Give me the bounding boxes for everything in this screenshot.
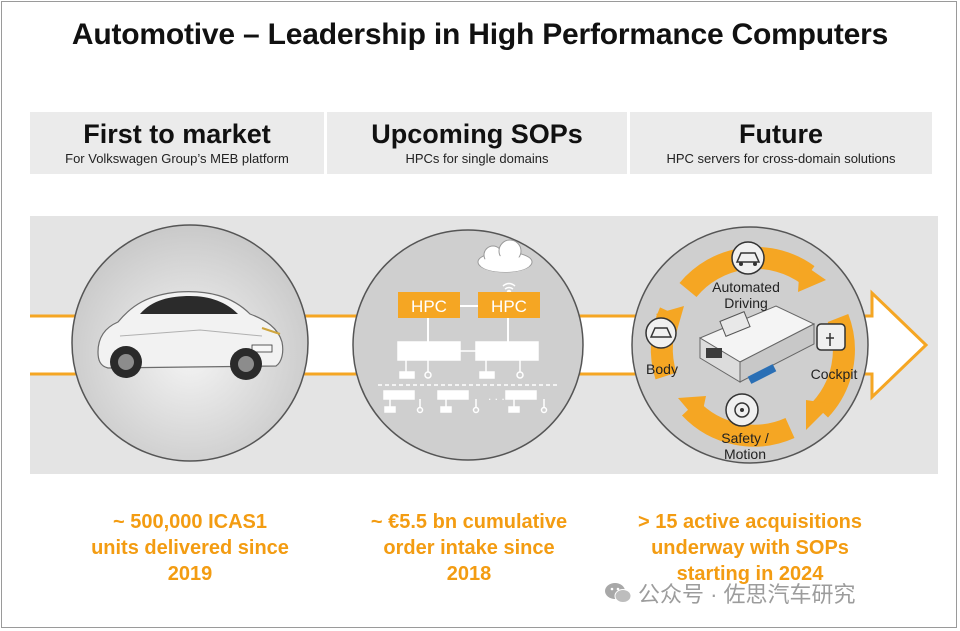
cockpit-icon [816, 323, 846, 351]
stat-line: starting in 2024 [676, 563, 824, 585]
safety-motion-label-line2: Motion [724, 446, 766, 462]
page-title: Automotive – Leadership in High Performa… [71, 18, 889, 51]
hpc-server-device [698, 305, 816, 384]
hpc-network-circle: HPC HPC [352, 229, 584, 461]
body-icon [645, 317, 677, 349]
safety-motion-icon [725, 393, 759, 427]
cloud-icon [477, 239, 533, 273]
column-heading: Future [739, 119, 823, 149]
watermark: 公众号 · 佐思汽车研究 [604, 578, 856, 608]
stat-line: units delivered since [91, 537, 289, 559]
svg-text:HPC: HPC [411, 297, 447, 316]
svg-text:. . .: . . . [488, 389, 505, 403]
automated-driving-label-line1: Automated [712, 279, 780, 295]
safety-motion-label-line1: Safety / [721, 430, 769, 446]
automated-driving-label-line2: Driving [724, 295, 768, 311]
stat-line: order intake since [383, 537, 555, 559]
ecu-tree: . . . [378, 341, 560, 414]
column-subheading: HPC servers for cross-domain solutions [666, 151, 896, 166]
hpc-box-left: HPC [398, 292, 460, 318]
hpc-box-right: HPC [478, 292, 540, 318]
stat-future: > 15 active acquisitions underway with S… [610, 509, 890, 587]
stat-line: ~ €5.5 bn cumulative [370, 511, 568, 533]
car-illustration [97, 291, 284, 380]
stat-upcoming-sops: ~ €5.5 bn cumulative order intake since … [329, 509, 609, 587]
column-header-first-to-market: First to market For Volkswagen Group’s M… [30, 112, 324, 174]
column-header-upcoming-sops: Upcoming SOPs HPCs for single domains [327, 112, 627, 174]
body-label: Body [646, 361, 678, 377]
column-heading: First to market [83, 119, 271, 149]
svg-text:HPC: HPC [491, 297, 527, 316]
wechat-icon [605, 583, 632, 603]
watermark-text: 公众号 · 佐思汽车研究 [638, 582, 856, 607]
stat-line: > 15 active acquisitions [638, 511, 862, 533]
column-subheading: HPCs for single domains [405, 151, 549, 166]
column-header-future: Future HPC servers for cross-domain solu… [630, 112, 932, 174]
cross-domain-circle: Automated Driving Body Cockpit Safety / … [631, 226, 869, 464]
stat-line: 2018 [446, 563, 492, 585]
stat-line: ~ 500,000 ICAS1 [113, 511, 267, 533]
column-heading: Upcoming SOPs [371, 119, 583, 149]
automated-driving-icon [731, 241, 765, 275]
car-circle [71, 224, 309, 462]
stat-line: underway with SOPs [651, 537, 849, 559]
stat-first-to-market: ~ 500,000 ICAS1 units delivered since 20… [50, 509, 330, 587]
column-subheading: For Volkswagen Group’s MEB platform [65, 151, 289, 166]
cockpit-label: Cockpit [811, 366, 858, 382]
stat-line: 2019 [167, 563, 213, 585]
